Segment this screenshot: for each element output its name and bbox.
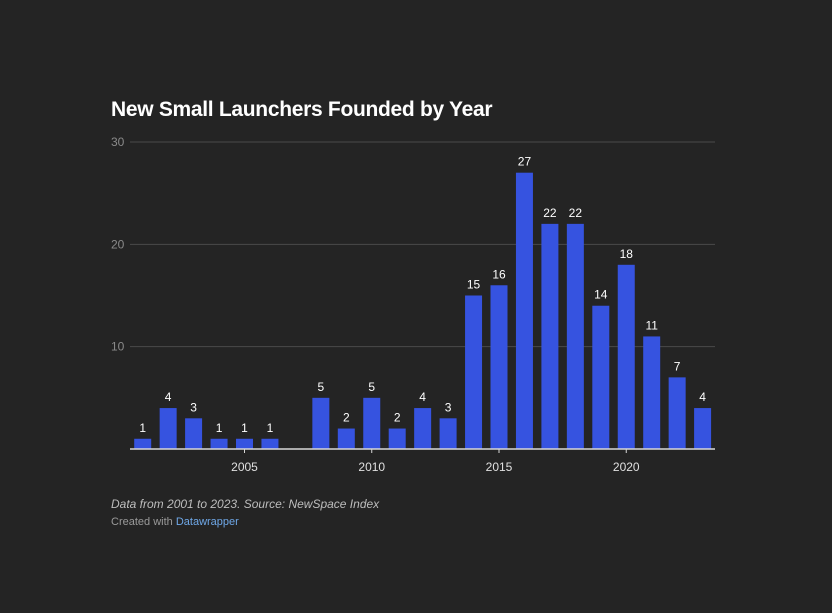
x-tick-label: 2005	[231, 460, 258, 474]
bar	[541, 223, 559, 449]
chart-title: New Small Launchers Founded by Year	[111, 98, 493, 121]
bar	[210, 438, 228, 449]
data-label: 3	[445, 400, 452, 414]
bar	[134, 438, 152, 449]
data-label: 1	[267, 421, 274, 435]
data-label: 4	[699, 390, 706, 404]
bar	[617, 264, 635, 449]
bar	[439, 418, 457, 449]
y-tick-label: 10	[111, 340, 125, 354]
data-label: 1	[139, 421, 146, 435]
data-label: 14	[594, 288, 608, 302]
bar	[694, 408, 712, 449]
bar	[236, 438, 253, 449]
data-label: 5	[368, 380, 375, 394]
credit-line: Created with Datawrapper	[111, 516, 239, 528]
bar	[668, 377, 686, 449]
bar	[414, 408, 432, 449]
data-label: 7	[674, 359, 681, 373]
data-label: 5	[318, 380, 325, 394]
data-label: 27	[518, 155, 532, 169]
bar	[185, 418, 203, 449]
data-label: 2	[343, 411, 350, 425]
data-label: 3	[190, 400, 197, 414]
source-note: Data from 2001 to 2023. Source: NewSpace…	[111, 497, 380, 511]
data-label: 11	[645, 318, 658, 332]
data-label: 22	[569, 206, 583, 220]
data-label: 2	[394, 411, 401, 425]
data-label: 4	[419, 390, 426, 404]
x-tick-label: 2015	[486, 460, 513, 474]
bar	[515, 172, 533, 449]
bar	[312, 397, 330, 449]
data-label: 15	[467, 278, 481, 292]
data-label: 22	[543, 206, 557, 220]
data-label: 1	[216, 421, 223, 435]
bar	[337, 428, 355, 449]
bar	[388, 428, 406, 449]
bar	[643, 336, 661, 449]
data-label: 18	[620, 247, 634, 261]
y-tick-label: 30	[111, 135, 125, 149]
bar	[490, 285, 508, 449]
bar	[159, 408, 177, 449]
data-label: 4	[165, 390, 172, 404]
y-tick-label: 20	[111, 237, 125, 251]
bar	[566, 223, 584, 449]
data-label: 1	[241, 421, 248, 435]
datawrapper-link[interactable]: Datawrapper	[175, 516, 239, 528]
bar	[261, 438, 279, 449]
x-tick-label: 2010	[358, 460, 385, 474]
bar	[363, 397, 381, 449]
bar	[592, 305, 610, 449]
x-tick-label: 2020	[613, 460, 640, 474]
data-label: 16	[492, 267, 506, 281]
credit-prefix: Created with	[111, 516, 173, 528]
bar	[465, 295, 483, 449]
